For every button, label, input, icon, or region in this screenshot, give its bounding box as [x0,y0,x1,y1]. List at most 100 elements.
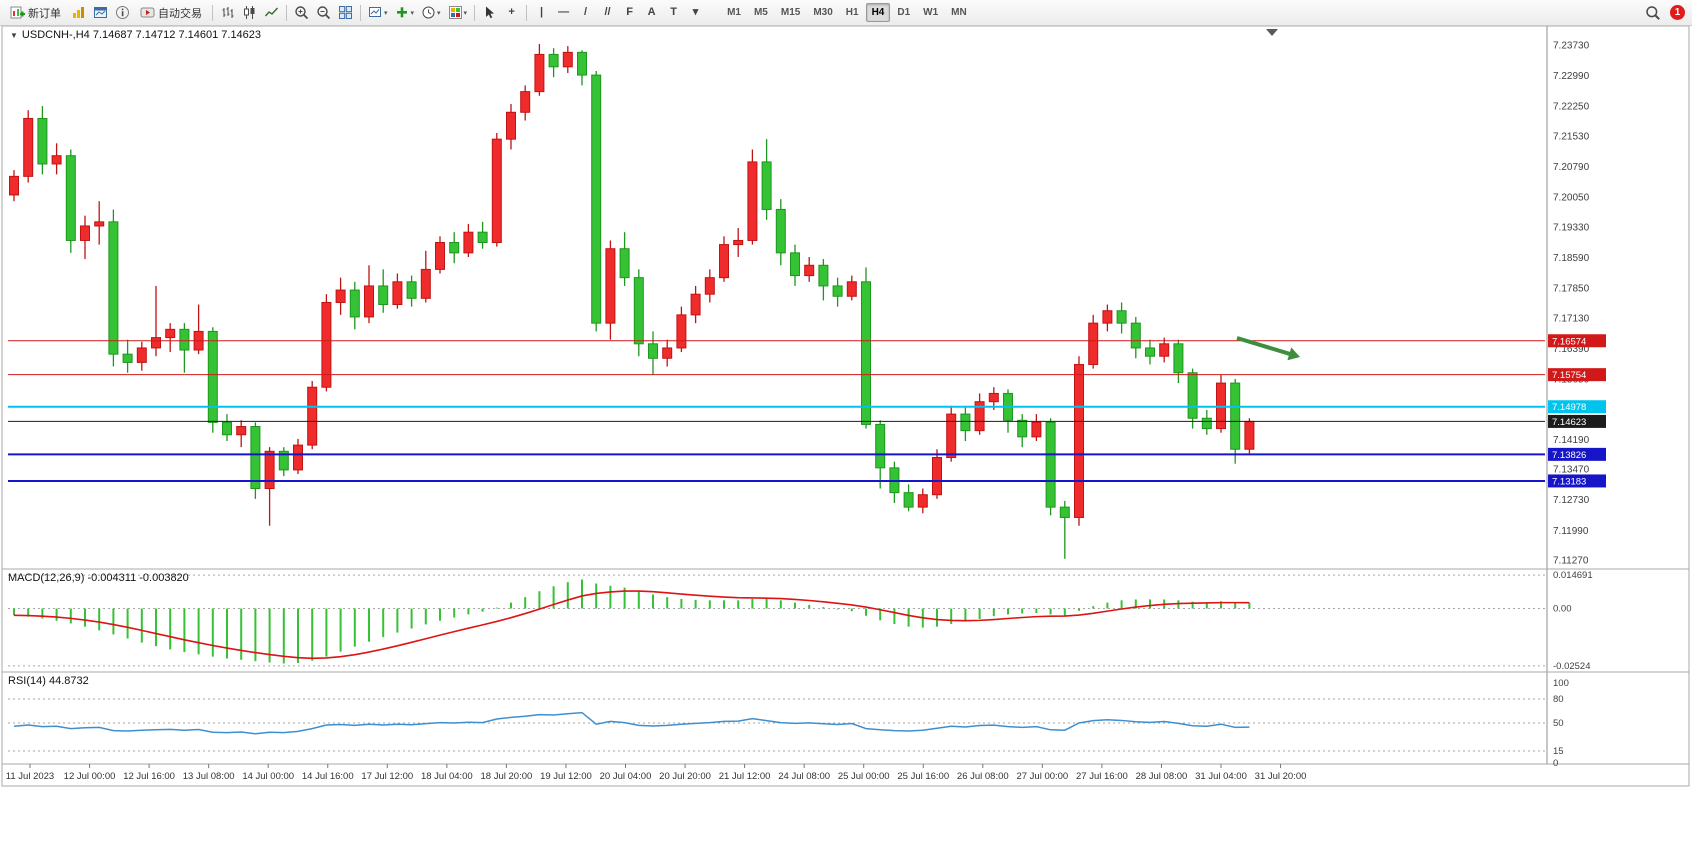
timeframe-h4-button[interactable]: H4 [865,3,891,22]
market-watch-button[interactable] [90,2,111,23]
toolbar-right-group: 1 [1642,2,1688,23]
trendline-button[interactable]: / [575,2,596,23]
search-button[interactable] [1642,2,1664,23]
bar-chart-button[interactable] [217,2,238,23]
time-axis-label: 20 Jul 20:00 [659,771,711,782]
toolbar-separator [286,4,287,21]
trend-arrow-head [1287,347,1300,361]
price-tag[interactable] [1548,414,1606,428]
timeframe-m1-button[interactable]: M1 [721,3,747,22]
chevron-down-icon: ▾ [410,9,415,17]
price-tick-label: 7.22990 [1553,71,1590,82]
rsi-tick-label: 80 [1553,694,1564,705]
candle-bear [378,285,389,306]
zoom-out-button[interactable] [313,2,334,23]
rsi-tick-label: 50 [1553,718,1564,729]
time-axis-label: 31 Jul 20:00 [1255,771,1307,782]
candle-bear [775,208,786,254]
arrows-tool-button[interactable]: ▾ [685,2,706,23]
horizontal-line-button[interactable]: — [553,2,574,23]
candle-bear [278,450,289,471]
info-icon [116,6,129,19]
timeframe-m5-button[interactable]: M5 [748,3,774,22]
timeframe-m30-button[interactable]: M30 [807,3,838,22]
indicators-button[interactable]: ▾ [392,2,418,23]
price-tag-label: 7.13826 [1552,450,1586,461]
candle-bull [165,328,176,339]
timeframe-d1-button[interactable]: D1 [891,3,916,22]
candlestick-chart-button[interactable] [239,2,260,23]
price-tick-label: 7.23730 [1553,40,1590,51]
channel-button[interactable]: // [597,2,618,23]
trend-arrow[interactable] [1236,336,1293,357]
time-axis-label: 14 Jul 16:00 [302,771,354,782]
channel-icon: // [604,6,611,18]
periods-button[interactable]: ▾ [418,2,444,23]
candle-bear [449,242,460,254]
toolbar-separator [212,4,213,21]
time-axis-label: 18 Jul 04:00 [421,771,473,782]
toolbar: 新订单 自动交易 ▾ ▾ ▾ ▾ + | — / // F A T ▾ M1 M… [0,0,1692,26]
candle-bear [832,285,843,297]
trendline-icon: / [584,6,588,18]
zoom-in-button[interactable] [291,2,312,23]
candle-bear [1173,343,1184,374]
price-tick-label: 7.12730 [1553,495,1590,506]
candle-bull [435,242,445,270]
candle-bull [293,444,303,471]
price-tag[interactable] [1548,400,1606,414]
chart-shift-marker[interactable] [1266,29,1278,36]
tile-windows-button[interactable] [335,2,356,23]
candle-bear [903,492,914,508]
candle-bear [1017,419,1028,438]
price-tick-label: 7.11270 [1553,556,1589,567]
candle-bull [733,239,744,246]
price-tag-label: 7.13183 [1552,476,1586,487]
price-chart-canvas[interactable]: 7.23730 7.22990 7.22250 7.21530 7.20790 7.200… [0,26,1692,850]
timeframe-group: M1 M5 M15 M30 H1 H4 D1 W1 MN [721,3,973,22]
candle-bull [51,155,62,165]
price-tag[interactable] [1548,474,1606,488]
crosshair-icon: + [508,6,515,18]
tile-windows-icon [339,6,352,19]
candle-bull [264,450,275,490]
new-chart-button[interactable]: ▾ [365,2,391,23]
vertical-line-button[interactable]: | [531,2,552,23]
crosshair-button[interactable]: + [501,2,522,23]
price-tag-label: 7.15754 [1552,370,1586,381]
timeframe-w1-button[interactable]: W1 [917,3,944,22]
timeframe-mn-button[interactable]: MN [945,3,973,22]
chart-window[interactable]: 7.23730 7.22990 7.22250 7.21530 7.20790 7.200… [0,26,1692,850]
candle-bull [704,277,715,295]
price-tag[interactable] [1548,334,1606,348]
price-tag[interactable] [1548,368,1606,382]
zoom-out-icon [317,6,331,20]
time-axis-label: 28 Jul 08:00 [1136,771,1188,782]
fibonacci-button[interactable]: F [619,2,640,23]
price-tag[interactable] [1548,447,1606,461]
label-tool-button[interactable]: T [663,2,684,23]
price-tag-label: 7.14978 [1552,402,1586,413]
candle-bull [491,138,502,244]
timeframe-m15-button[interactable]: M15 [775,3,806,22]
templates-button[interactable]: ▾ [445,2,471,23]
chart-profile-button[interactable] [68,2,89,23]
cursor-button[interactable] [479,2,500,23]
candle-bull [804,264,815,277]
price-tag-label: 7.14623 [1552,417,1586,428]
candle-bear [1145,347,1155,357]
info-button[interactable] [112,2,133,23]
notification-badge[interactable]: 1 [1670,5,1685,20]
candle-bull [1244,420,1255,450]
timeframe-h1-button[interactable]: H1 [840,3,865,22]
line-chart-button[interactable] [261,2,282,23]
vertical-line-icon: | [540,6,544,18]
candle-bull [676,314,687,349]
candle-bull [321,301,332,388]
price-tick-label: 7.22250 [1553,102,1590,113]
auto-trading-button[interactable]: 自动交易 [134,2,208,23]
candle-bull [80,225,90,241]
new-order-button[interactable]: 新订单 [4,2,67,23]
auto-trading-label: 自动交易 [158,7,202,20]
text-tool-button[interactable]: A [641,2,662,23]
